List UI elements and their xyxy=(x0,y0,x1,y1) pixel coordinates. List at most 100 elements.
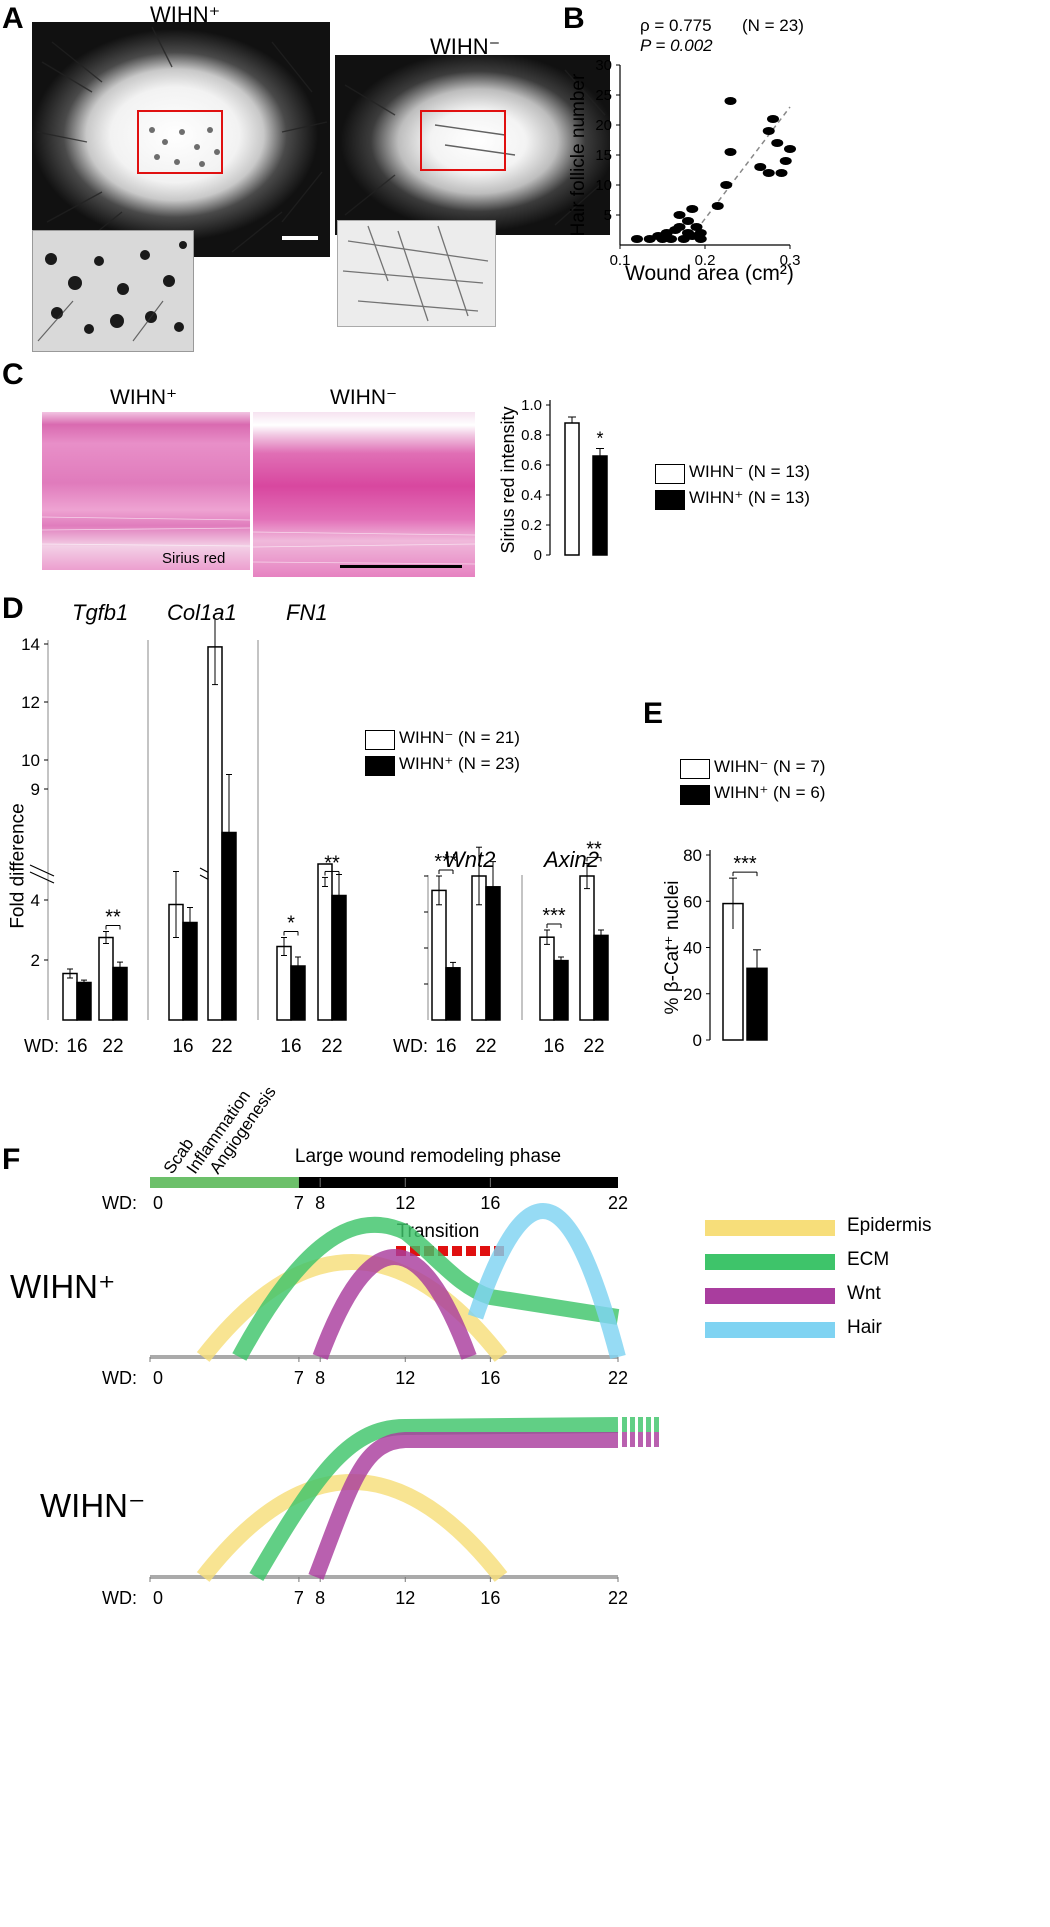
wd-tick-label: 16 xyxy=(172,1036,193,1057)
y-tick-label: 0.6 xyxy=(521,457,542,474)
bar-positive xyxy=(221,831,237,1021)
hair-strokes xyxy=(36,26,328,253)
c-y-label: Sirius red intensity xyxy=(500,406,518,553)
data-point xyxy=(724,148,737,156)
wd-tick-label: 12 xyxy=(395,1368,415,1388)
gene-label-axin2: Axin2 xyxy=(544,847,600,872)
wd-tick-label: 22 xyxy=(608,1368,628,1388)
transition-dash xyxy=(466,1246,476,1256)
gene-label-tgfb1: Tgfb1 xyxy=(72,600,129,625)
bar-negative xyxy=(579,875,595,1021)
bar-positive xyxy=(331,894,347,1021)
curve-continuation-dash xyxy=(622,1432,627,1447)
rho-stat: ρ = 0.775 xyxy=(640,16,712,35)
y-tick-label: 14 xyxy=(21,635,40,654)
wd-tick-label: 12 xyxy=(395,1588,415,1608)
bar-positive xyxy=(182,921,198,1021)
scatter-x-label: Wound area (cm²) xyxy=(625,262,794,285)
wd-tick-label: 16 xyxy=(480,1588,500,1608)
inset-strokes-minus xyxy=(342,225,489,322)
data-point xyxy=(665,235,677,243)
y-tick-label: 15 xyxy=(595,147,612,164)
bar-positive xyxy=(290,965,306,1021)
wd-tick-label: 12 xyxy=(395,1193,415,1213)
curve-continuation-dash xyxy=(646,1432,651,1447)
histology-texture-minus xyxy=(253,531,475,565)
significance-star: ** xyxy=(586,838,602,860)
curve-continuation-dash xyxy=(622,1417,627,1432)
panel-letter-c: C xyxy=(2,358,24,391)
wd-tick-label: 16 xyxy=(480,1193,500,1213)
curve-continuation-dash xyxy=(638,1417,643,1432)
phase-bar-remodeling xyxy=(298,1177,618,1188)
y-tick-label: 60 xyxy=(683,892,702,911)
histology-texture xyxy=(42,516,250,547)
y-tick-label: 1.0 xyxy=(521,397,542,414)
sirius-bar-chart: 0 0.2 0.4 0.6 0.8 1.0 * Sirius red intensity xyxy=(500,397,608,564)
y-tick-label: 10 xyxy=(21,751,40,770)
wd-label: WD: xyxy=(24,1036,59,1056)
beta-catenin-chart: 0 20 40 60 80 *** % β-Cat⁺ nuclei xyxy=(662,846,768,1050)
curve-continuation-dash xyxy=(654,1417,659,1432)
wd-tick-label: 22 xyxy=(608,1588,628,1608)
wd-label: WD: xyxy=(393,1036,428,1056)
legend-d-item: WIHN⁺ (N = 23) xyxy=(399,754,520,773)
bar-positive xyxy=(553,959,569,1021)
legend-c-item: WIHN⁺ (N = 13) xyxy=(689,488,810,507)
p-stat: P = 0.002 xyxy=(640,36,713,55)
significance-star: *** xyxy=(434,851,458,873)
wd-tick-label: 0 xyxy=(153,1193,163,1213)
y-tick-label: 30 xyxy=(595,57,612,74)
wd-tick-label: 16 xyxy=(543,1036,564,1057)
y-tick-label: 20 xyxy=(595,117,612,134)
bar-negative xyxy=(62,972,78,1021)
y-tick-label: 0.8 xyxy=(521,427,542,444)
curve-wnt-minus xyxy=(308,1432,618,1580)
hair-strokes-minus xyxy=(344,69,606,226)
axis-break xyxy=(29,864,55,877)
curve-continuation-dash xyxy=(638,1432,643,1447)
bar xyxy=(746,967,768,1041)
data-point xyxy=(631,235,643,243)
significance-star: ** xyxy=(324,852,340,874)
wd-tick-label: 22 xyxy=(211,1036,232,1057)
legend-f-swatch xyxy=(705,1288,835,1304)
bar-negative xyxy=(98,936,114,1021)
legend-f-item: ECM xyxy=(705,1249,1045,1279)
data-point xyxy=(711,202,724,210)
legend-f-label: Epidermis xyxy=(847,1215,932,1236)
curve-continuation-dash xyxy=(646,1417,651,1432)
data-point xyxy=(673,211,686,219)
bar-negative xyxy=(207,646,223,1021)
curve-hair-plus xyxy=(467,1203,626,1360)
data-point xyxy=(720,181,733,189)
data-point xyxy=(754,163,767,171)
legend-f-item: Hair xyxy=(705,1317,1045,1347)
wd-tick-label: 8 xyxy=(315,1193,325,1213)
y-tick-label: 12 xyxy=(21,693,40,712)
panel-letter-b: B xyxy=(563,2,585,35)
histology-scale-bar xyxy=(340,565,462,568)
bar-positive xyxy=(593,934,609,1021)
gene-label-wnt2: Wnt2 xyxy=(444,847,496,872)
significance-star: * xyxy=(287,913,295,935)
data-point xyxy=(779,157,792,165)
bar xyxy=(592,455,608,556)
y-tick-label: 2 xyxy=(31,951,40,970)
remodeling-label: Large wound remodeling phase xyxy=(295,1146,561,1167)
stain-label: Sirius red xyxy=(162,550,226,567)
wd-tick-label: 22 xyxy=(583,1036,604,1057)
y-tick-label: 5 xyxy=(604,207,612,224)
data-point xyxy=(686,205,699,213)
legend-c-item: WIHN⁻ (N = 13) xyxy=(689,462,810,481)
y-tick-label: 0 xyxy=(534,547,542,564)
data-point xyxy=(775,169,788,177)
scatter-y-label: Hair follicle number xyxy=(570,73,589,236)
curve-wnt-plus xyxy=(312,1249,477,1360)
transition-dash xyxy=(410,1246,420,1256)
wd-tick-label: 16 xyxy=(280,1036,301,1057)
histology-wihn-minus xyxy=(253,412,475,577)
wd-tick-label: 0 xyxy=(153,1368,163,1388)
fit-line xyxy=(695,106,791,231)
